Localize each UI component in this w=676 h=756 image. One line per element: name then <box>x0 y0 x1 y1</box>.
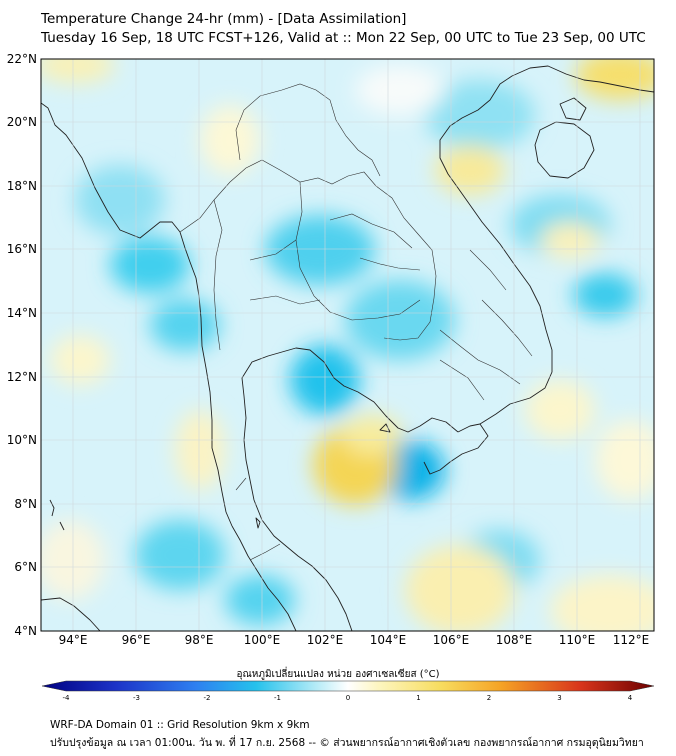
lon-tick-label: 98°E <box>185 633 214 647</box>
colorbar: -4 -3 -2 -1 0 1 2 3 4 <box>41 680 655 702</box>
colorbar-tick-label: -4 <box>63 694 71 702</box>
lat-tick-label: 18°N <box>7 179 37 193</box>
axis-labels: 4°N 6°N 8°N 10°N 12°N 14°N 16°N 18°N 20°… <box>7 52 650 647</box>
lon-tick-label: 110°E <box>559 633 596 647</box>
lon-tick-label: 100°E <box>244 633 281 647</box>
lon-tick-label: 96°E <box>122 633 151 647</box>
lon-tick-label: 106°E <box>433 633 470 647</box>
colorbar-tick-label: -1 <box>274 694 281 702</box>
colorbar-tick-label: 1 <box>416 694 420 702</box>
lat-tick-label: 14°N <box>7 306 37 320</box>
map-title: Temperature Change 24-hr (mm) - [Data As… <box>41 11 407 27</box>
lat-tick-label: 4°N <box>14 624 37 638</box>
lat-tick-label: 10°N <box>7 433 37 447</box>
lat-tick-label: 6°N <box>14 560 37 574</box>
plot-area <box>41 59 654 631</box>
colorbar-tick-label: 2 <box>487 694 491 702</box>
lon-tick-label: 112°E <box>613 633 650 647</box>
lat-tick-label: 22°N <box>7 52 37 66</box>
colorbar-tick-label: 0 <box>346 694 350 702</box>
lat-tick-label: 12°N <box>7 370 37 384</box>
footer-model-info: WRF-DA Domain 01 :: Grid Resolution 9km … <box>50 719 310 731</box>
lat-tick-label: 8°N <box>14 497 37 511</box>
colorbar-tick-label: 3 <box>557 694 561 702</box>
temperature-field <box>41 59 654 631</box>
provincial-borders <box>179 83 533 561</box>
lat-tick-label: 16°N <box>7 242 37 256</box>
colorbar-tick-label: -2 <box>204 694 211 702</box>
coastlines <box>41 65 654 631</box>
field-background <box>41 59 654 631</box>
lon-tick-label: 108°E <box>496 633 533 647</box>
lon-tick-label: 104°E <box>370 633 407 647</box>
footer-credit: ปรับปรุงข้อมูล ณ เวลา 01:00น. วัน พ. ที่… <box>50 737 644 749</box>
lon-tick-label: 94°E <box>59 633 88 647</box>
graticule <box>41 59 654 631</box>
map-frame <box>40 58 655 632</box>
colorbar-gradient <box>41 680 655 692</box>
colorbar-tick-label: -3 <box>133 694 140 702</box>
lat-tick-label: 20°N <box>7 115 37 129</box>
colorbar-tick-label: 4 <box>628 694 633 702</box>
lon-tick-label: 102°E <box>307 633 344 647</box>
map-subtitle: Tuesday 16 Sep, 18 UTC FCST+126, Valid a… <box>41 30 646 46</box>
colorbar-label: อุณหภูมิเปลี่ยนแปลง หน่วย องศาเซลเซียส (… <box>236 669 440 680</box>
